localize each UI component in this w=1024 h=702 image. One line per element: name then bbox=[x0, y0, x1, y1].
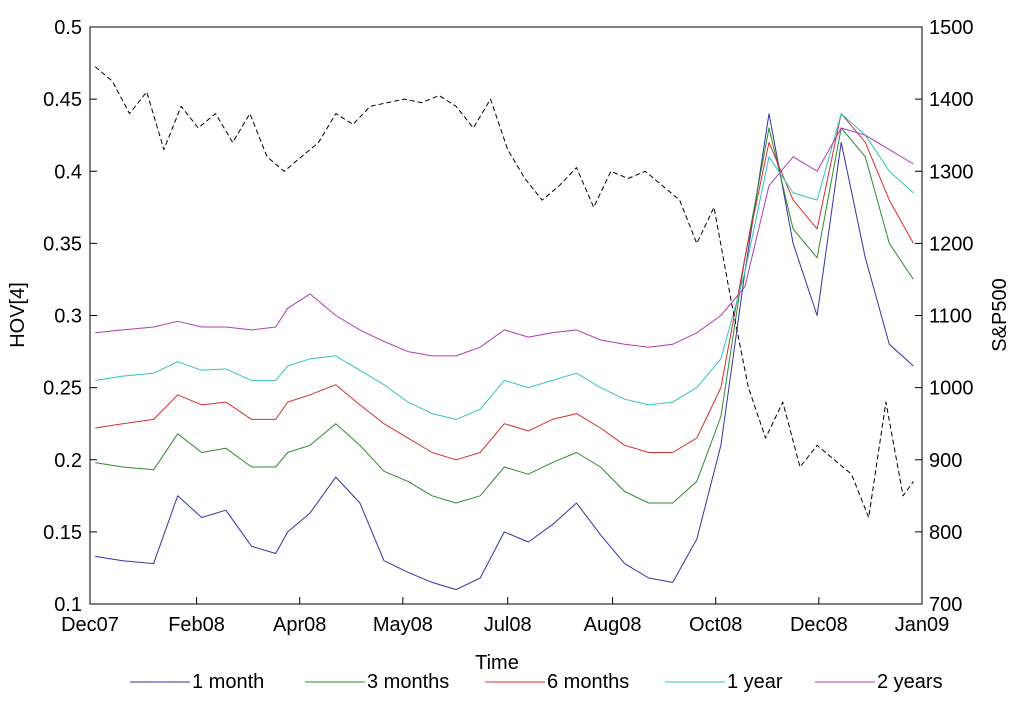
right-y-tick-label: 1400 bbox=[929, 89, 974, 111]
legend-label: 2 years bbox=[877, 671, 943, 693]
right-y-tick-label: 1000 bbox=[929, 378, 974, 400]
right-y-tick-label: 1200 bbox=[929, 233, 974, 255]
right-y-tick-label: 1100 bbox=[929, 306, 972, 328]
left-y-tick-label: 0.3 bbox=[54, 306, 82, 328]
series-line-s-p500 bbox=[94, 66, 914, 518]
x-tick-label: Oct08 bbox=[689, 614, 742, 636]
left-y-tick-label: 0.2 bbox=[54, 450, 82, 472]
left-y-tick-label: 0.15 bbox=[43, 522, 82, 544]
series-line-2-years bbox=[95, 127, 914, 357]
x-axis-title: Time bbox=[475, 652, 519, 674]
x-tick-label: Jan09 bbox=[895, 614, 950, 636]
x-tick-label: May08 bbox=[373, 614, 433, 636]
x-tick-label: Aug08 bbox=[584, 614, 642, 636]
right-y-tick-label: 1500 bbox=[929, 17, 974, 39]
x-tick-label: Jul08 bbox=[484, 614, 532, 636]
series-layer bbox=[94, 66, 914, 591]
right-y-axis-title: S&P500 bbox=[989, 278, 1011, 351]
left-y-axis-title: HOV[4] bbox=[7, 282, 29, 348]
series-line-3-months bbox=[95, 127, 914, 504]
legend-label: 1 year bbox=[727, 671, 783, 693]
right-y-axis: 700 800 900 1000 1100 1200 1300 1400 1500 bbox=[915, 17, 974, 616]
right-y-tick-label: 900 bbox=[929, 450, 962, 472]
left-y-tick-label: 0.45 bbox=[43, 89, 82, 111]
legend-label: 1 month bbox=[192, 671, 264, 693]
left-y-tick-label: 0.1 bbox=[54, 594, 82, 616]
legend-label: 3 months bbox=[367, 671, 449, 693]
x-tick-label: Dec08 bbox=[790, 614, 848, 636]
x-tick-label: Apr08 bbox=[273, 614, 326, 636]
legend-label: 6 months bbox=[547, 671, 629, 693]
series-line-1-month bbox=[95, 113, 914, 591]
left-y-tick-label: 0.25 bbox=[43, 378, 82, 400]
x-tick-label: Feb08 bbox=[168, 614, 225, 636]
legend: 1 month 3 months 6 months 1 year 2 years bbox=[130, 671, 943, 693]
series-line-1-year bbox=[95, 113, 914, 420]
right-y-tick-label: 800 bbox=[929, 522, 962, 544]
series-line-6-months bbox=[95, 113, 914, 461]
left-y-tick-label: 0.4 bbox=[54, 161, 82, 183]
x-axis: Dec07 Feb08 Apr08 May08 Jul08 Aug08 Oct08 Dec08… bbox=[61, 597, 949, 636]
right-y-tick-label: 700 bbox=[929, 594, 962, 616]
x-tick-label: Dec07 bbox=[61, 614, 119, 636]
right-y-tick-label: 1300 bbox=[929, 161, 974, 183]
left-y-axis: 0.1 0.15 0.2 0.25 0.3 0.35 0.4 0.45 0.5 bbox=[43, 17, 97, 616]
left-y-tick-label: 0.35 bbox=[43, 233, 82, 255]
left-y-tick-label: 0.5 bbox=[54, 17, 82, 39]
